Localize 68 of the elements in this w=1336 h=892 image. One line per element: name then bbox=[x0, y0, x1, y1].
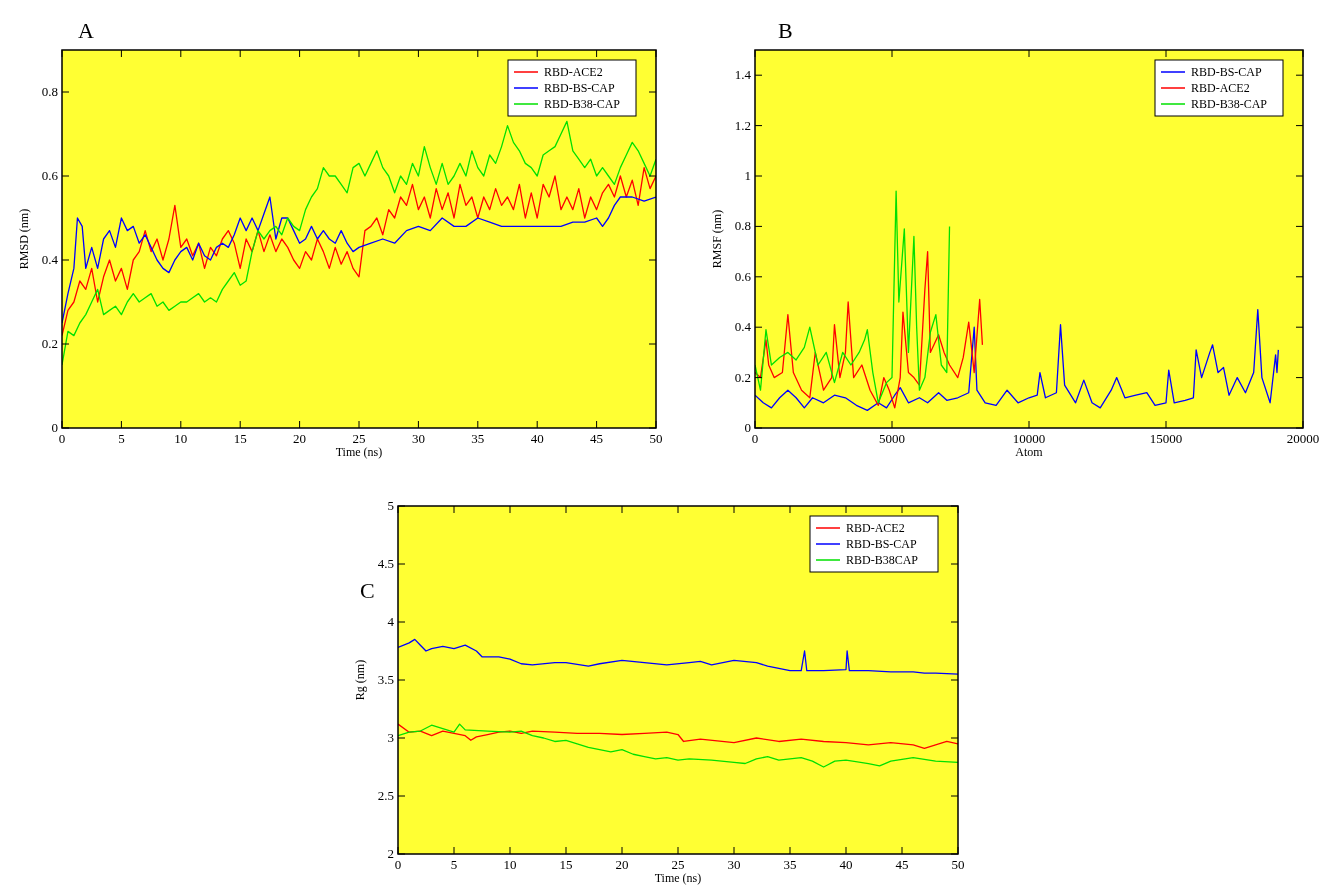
x-axis-title: Time (ns) bbox=[335, 445, 383, 459]
x-axis-title: Time (ns) bbox=[654, 871, 702, 885]
x-tick-label: 5 bbox=[450, 857, 458, 872]
x-tick-label: 40 bbox=[530, 431, 544, 446]
x-tick-label: 5 bbox=[118, 431, 125, 446]
y-tick-label: 0 bbox=[744, 420, 751, 435]
y-axis-title: Rg (nm) bbox=[353, 659, 367, 701]
y-tick-label: 0.6 bbox=[41, 168, 59, 183]
x-tick-label: 35 bbox=[471, 431, 485, 446]
x-tick-label: 15 bbox=[233, 431, 247, 446]
legend-label: RBD-ACE2 bbox=[544, 65, 603, 79]
line-series bbox=[398, 638, 958, 675]
x-tick-label: 50 bbox=[951, 857, 965, 872]
y-tick-label: 2 bbox=[387, 846, 394, 861]
y-tick-label: 0.2 bbox=[41, 336, 58, 351]
x-tick-label: 15000 bbox=[1149, 431, 1183, 446]
y-axis-title: RMSD (nm) bbox=[17, 208, 31, 270]
y-tick-label: 0.4 bbox=[41, 252, 59, 267]
y-tick-label: 4 bbox=[387, 614, 395, 629]
y-tick-label: 0.2 bbox=[734, 369, 751, 385]
y-tick-label: 0.8 bbox=[41, 84, 58, 99]
x-axis-title: Atom bbox=[1015, 445, 1044, 459]
y-tick-label: 5 bbox=[387, 498, 394, 513]
x-tick-label: 25 bbox=[671, 857, 685, 872]
y-tick-label: 1 bbox=[744, 168, 751, 183]
x-tick-label: 25 bbox=[352, 431, 366, 446]
line-series bbox=[755, 250, 984, 409]
y-tick-label: 0.8 bbox=[734, 218, 751, 234]
line-series bbox=[398, 723, 958, 750]
x-tick-label: 40 bbox=[839, 857, 853, 872]
x-tick-label: 35 bbox=[783, 857, 797, 872]
x-tick-label: 50 bbox=[649, 431, 663, 446]
y-tick-label: 2.5 bbox=[377, 788, 394, 803]
y-tick-label: 1.2 bbox=[734, 117, 751, 133]
legend-label: RBD-B38CAP bbox=[846, 553, 919, 567]
y-tick-label: 0.6 bbox=[734, 268, 752, 284]
x-tick-label: 30 bbox=[727, 857, 741, 872]
y-tick-label: 3 bbox=[387, 730, 394, 745]
legend-label: RBD-B38-CAP bbox=[544, 97, 621, 111]
x-tick-label: 15 bbox=[559, 857, 573, 872]
x-tick-label: 20000 bbox=[1286, 431, 1320, 446]
x-tick-label: 20 bbox=[615, 857, 629, 872]
legend-label: RBD-ACE2 bbox=[846, 521, 905, 535]
x-tick-label: 45 bbox=[895, 857, 909, 872]
text: C bbox=[360, 578, 375, 603]
line-series bbox=[398, 723, 958, 768]
chart-title: B bbox=[778, 18, 793, 43]
legend-label: RBD-BS-CAP bbox=[544, 81, 616, 95]
x-tick-label: 10 bbox=[174, 431, 188, 446]
x-tick-label: 45 bbox=[590, 431, 604, 446]
legend-label: RBD-BS-CAP bbox=[846, 537, 918, 551]
y-axis-title: RMSF (nm) bbox=[710, 209, 724, 269]
x-tick-label: 20 bbox=[293, 431, 307, 446]
line-series bbox=[755, 190, 951, 404]
y-tick-label: 3.5 bbox=[377, 672, 394, 687]
x-tick-label: 30 bbox=[411, 431, 425, 446]
x-tick-label: 10 bbox=[503, 857, 517, 872]
legend-label: RBD-BS-CAP bbox=[1191, 65, 1263, 79]
y-tick-label: 4.5 bbox=[377, 556, 394, 571]
legend-label: RBD-ACE2 bbox=[1191, 81, 1250, 95]
y-tick-label: 1.4 bbox=[734, 67, 752, 83]
y-tick-label: 0 bbox=[51, 420, 58, 435]
chart-title: A bbox=[78, 18, 94, 43]
x-tick-label: 5000 bbox=[879, 431, 905, 446]
legend-label: RBD-B38-CAP bbox=[1191, 97, 1268, 111]
y-tick-label: 0.4 bbox=[734, 319, 752, 335]
line-series bbox=[755, 308, 1279, 412]
x-tick-label: 10000 bbox=[1012, 431, 1046, 446]
